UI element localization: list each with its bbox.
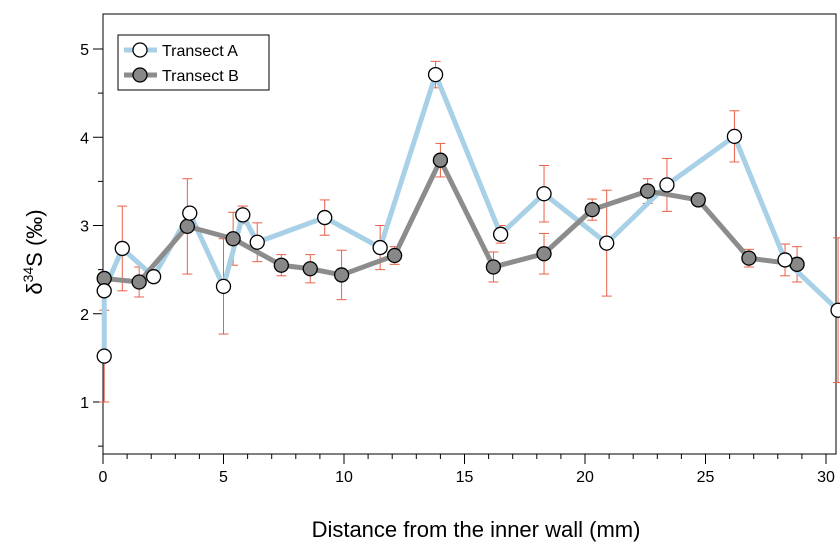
transect-a-point bbox=[114, 240, 130, 257]
y-axis-title: δ34S (‰) bbox=[20, 209, 47, 294]
y-axis-title-delta: δ bbox=[22, 282, 47, 294]
transect-a-point bbox=[249, 234, 265, 250]
x-tick-label: 10 bbox=[335, 469, 353, 486]
y-tick-label: 4 bbox=[80, 130, 89, 147]
x-axis-title: Distance from the inner wall (mm) bbox=[312, 517, 641, 542]
transect-b-point bbox=[131, 274, 147, 290]
transect-a-point bbox=[599, 235, 615, 251]
transect-b-point bbox=[741, 250, 757, 266]
series-markers bbox=[96, 66, 840, 364]
transect-a-point bbox=[726, 128, 743, 145]
legend-marker-transect-b bbox=[132, 67, 148, 83]
transect-b-point bbox=[432, 152, 449, 168]
transect-b-point bbox=[584, 201, 600, 218]
x-tick-label: 0 bbox=[99, 469, 108, 486]
transect-a-point bbox=[96, 283, 112, 299]
transect-b-point bbox=[302, 261, 318, 277]
transect-a-point bbox=[830, 302, 840, 318]
transect-a-point bbox=[427, 66, 444, 83]
y-axis-title-superscript: 34 bbox=[20, 267, 36, 283]
y-tick-label: 5 bbox=[80, 42, 89, 59]
x-tick-label: 20 bbox=[576, 469, 594, 486]
legend-label-transect-b: Transect B bbox=[162, 68, 239, 85]
transect-a-point bbox=[215, 278, 232, 295]
transect-b-line bbox=[103, 157, 798, 285]
transect-b-point bbox=[485, 259, 502, 275]
transect-a-point bbox=[182, 205, 198, 221]
transect-a-point bbox=[372, 239, 388, 256]
transect-a-line bbox=[101, 72, 840, 357]
transect-b-point bbox=[640, 183, 656, 199]
series-lines bbox=[101, 72, 840, 357]
transect-b-point bbox=[273, 257, 289, 273]
transect-a-point bbox=[536, 186, 552, 202]
y-axis-title-rest: S (‰) bbox=[22, 209, 47, 266]
transect-a-point bbox=[777, 252, 793, 268]
transect-a-point bbox=[492, 226, 509, 242]
legend-marker-transect-a bbox=[132, 42, 148, 58]
legend: Transect A Transect B bbox=[117, 34, 270, 91]
transect-b-point bbox=[690, 192, 706, 208]
transect-b-point bbox=[386, 247, 403, 264]
x-tick-label: 15 bbox=[456, 469, 474, 486]
y-tick-label: 3 bbox=[80, 219, 89, 236]
y-tick-label: 1 bbox=[80, 395, 89, 412]
transect-b-point bbox=[179, 218, 196, 235]
axes: 0 5 10 15 20 25 30 1 2 3 4 5 bbox=[80, 13, 837, 486]
legend-label-transect-a: Transect A bbox=[162, 43, 238, 60]
plot-frame bbox=[102, 13, 837, 455]
x-tick-label: 25 bbox=[697, 469, 715, 486]
transect-b-point bbox=[225, 231, 241, 247]
transect-b-point bbox=[536, 246, 552, 262]
transect-a-point bbox=[317, 209, 333, 226]
y-tick-label: 2 bbox=[80, 307, 89, 324]
transect-b-point bbox=[333, 267, 350, 283]
transect-a-point bbox=[659, 177, 675, 193]
transect-a-point bbox=[96, 348, 112, 364]
x-tick-label: 30 bbox=[817, 469, 835, 486]
transect-a-point bbox=[235, 207, 251, 223]
transect-a-point bbox=[145, 269, 162, 285]
x-tick-label: 5 bbox=[219, 469, 228, 486]
